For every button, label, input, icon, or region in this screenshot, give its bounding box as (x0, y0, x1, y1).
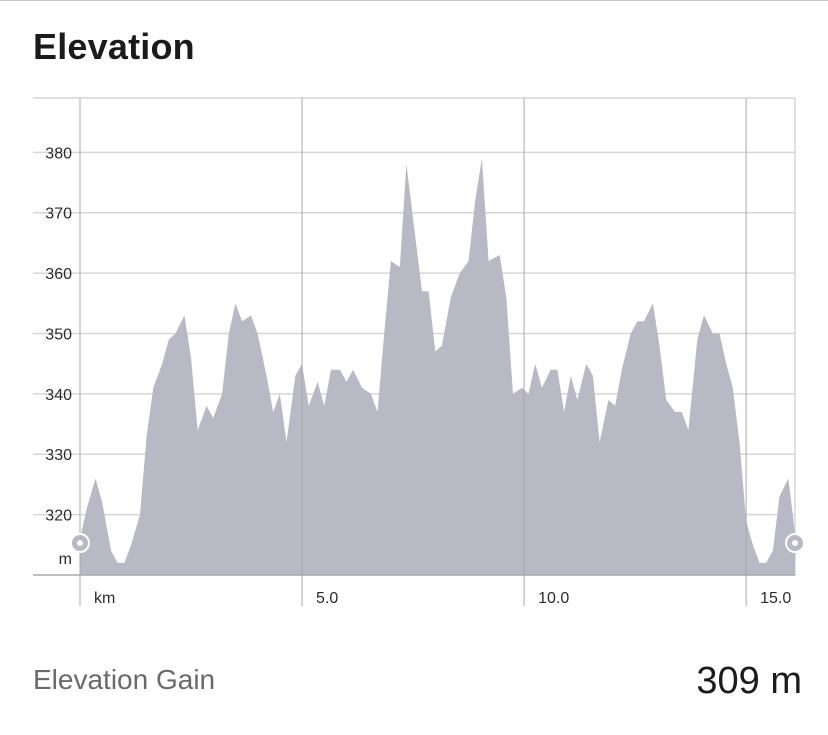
elevation-gain-value: 309 m (696, 660, 802, 702)
y-tick-label: 340 (45, 387, 72, 404)
y-tick-label: 320 (45, 508, 72, 525)
y-tick-label: 370 (45, 206, 72, 223)
y-tick-label: 360 (45, 266, 72, 283)
elevation-area (80, 158, 795, 575)
x-tick-label: 15.0 (760, 590, 791, 607)
page-title: Elevation (33, 26, 195, 67)
top-divider (0, 0, 828, 1)
y-tick-label: 380 (45, 145, 72, 162)
start-marker-dot (77, 540, 83, 546)
y-tick-label: 330 (45, 447, 72, 464)
y-unit-label: m (59, 551, 72, 568)
y-tick-label: 350 (45, 326, 72, 343)
x-tick-label: 5.0 (316, 590, 338, 607)
elevation-gain-label: Elevation Gain (33, 664, 216, 695)
elevation-chart: 320 330 340 350 360 370 380 m km 5.0 10.0 15.0 (33, 97, 805, 607)
x-tick-label: 10.0 (538, 590, 569, 607)
end-marker-dot (792, 540, 798, 546)
x-tick-label: km (94, 590, 115, 607)
